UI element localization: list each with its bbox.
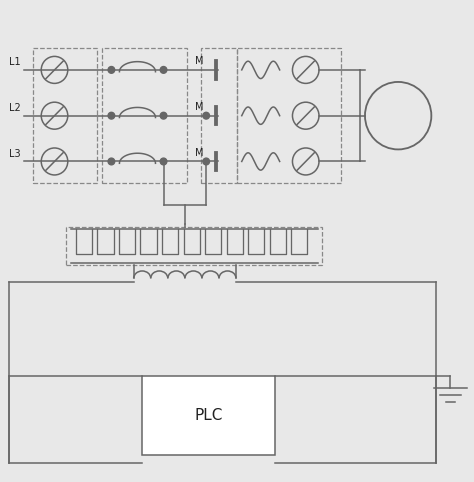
Text: M: M [195, 102, 204, 112]
Circle shape [108, 158, 115, 165]
Bar [201, 48, 237, 183]
Text: M: M [195, 147, 204, 158]
Text: L2: L2 [9, 103, 21, 113]
Circle shape [160, 158, 167, 165]
Circle shape [160, 67, 167, 73]
Text: PLC: PLC [194, 408, 223, 423]
Circle shape [203, 112, 210, 119]
Bar [33, 48, 97, 183]
Bar [102, 48, 187, 183]
Circle shape [108, 112, 115, 119]
Text: M: M [195, 56, 204, 66]
Bar [66, 227, 322, 265]
Circle shape [203, 158, 210, 165]
Text: L3: L3 [9, 149, 21, 159]
Circle shape [160, 112, 167, 119]
Bar [237, 48, 341, 183]
Circle shape [108, 67, 115, 73]
Text: L1: L1 [9, 57, 21, 67]
Bar [142, 376, 275, 455]
